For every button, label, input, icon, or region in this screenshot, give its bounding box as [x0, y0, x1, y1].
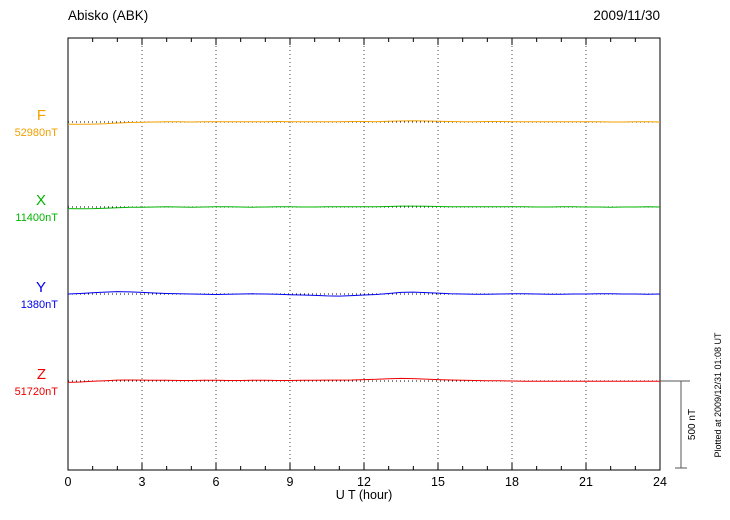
series-baseline-label-Z: 51720nT — [15, 386, 59, 398]
scale-bar-label: 500 nT — [687, 409, 698, 440]
x-tick-label: 24 — [653, 475, 667, 489]
x-tick-label: 6 — [213, 475, 220, 489]
station-title: Abisko (ABK) — [68, 8, 149, 23]
trace-Z — [67, 377, 660, 383]
series-name-F: F — [37, 107, 46, 124]
x-axis-title: U T (hour) — [335, 488, 393, 502]
x-tick-label: 9 — [287, 475, 294, 489]
series-baseline-label-F: 52980nT — [15, 127, 59, 139]
trace-F — [68, 120, 661, 125]
plotted-at-note: Plotted at 2009/12/31 01:08 UT — [713, 332, 723, 458]
x-tick-label: 0 — [65, 475, 72, 489]
series-name-X: X — [36, 192, 46, 209]
x-tick-label: 21 — [579, 475, 593, 489]
date-label: 2009/11/30 — [593, 8, 660, 23]
plot-frame — [67, 37, 661, 471]
series-name-Z: Z — [37, 366, 46, 383]
x-tick-label: 18 — [505, 475, 519, 489]
series-name-Y: Y — [36, 279, 46, 296]
series-baseline-label-X: 11400nT — [15, 212, 58, 224]
series-baseline-label-Y: 1380nT — [21, 299, 59, 311]
x-tick-label: 12 — [357, 475, 371, 489]
trace-Y — [67, 291, 661, 297]
trace-X — [67, 205, 661, 210]
x-tick-label: 3 — [139, 475, 146, 489]
x-tick-label: 15 — [431, 475, 445, 489]
